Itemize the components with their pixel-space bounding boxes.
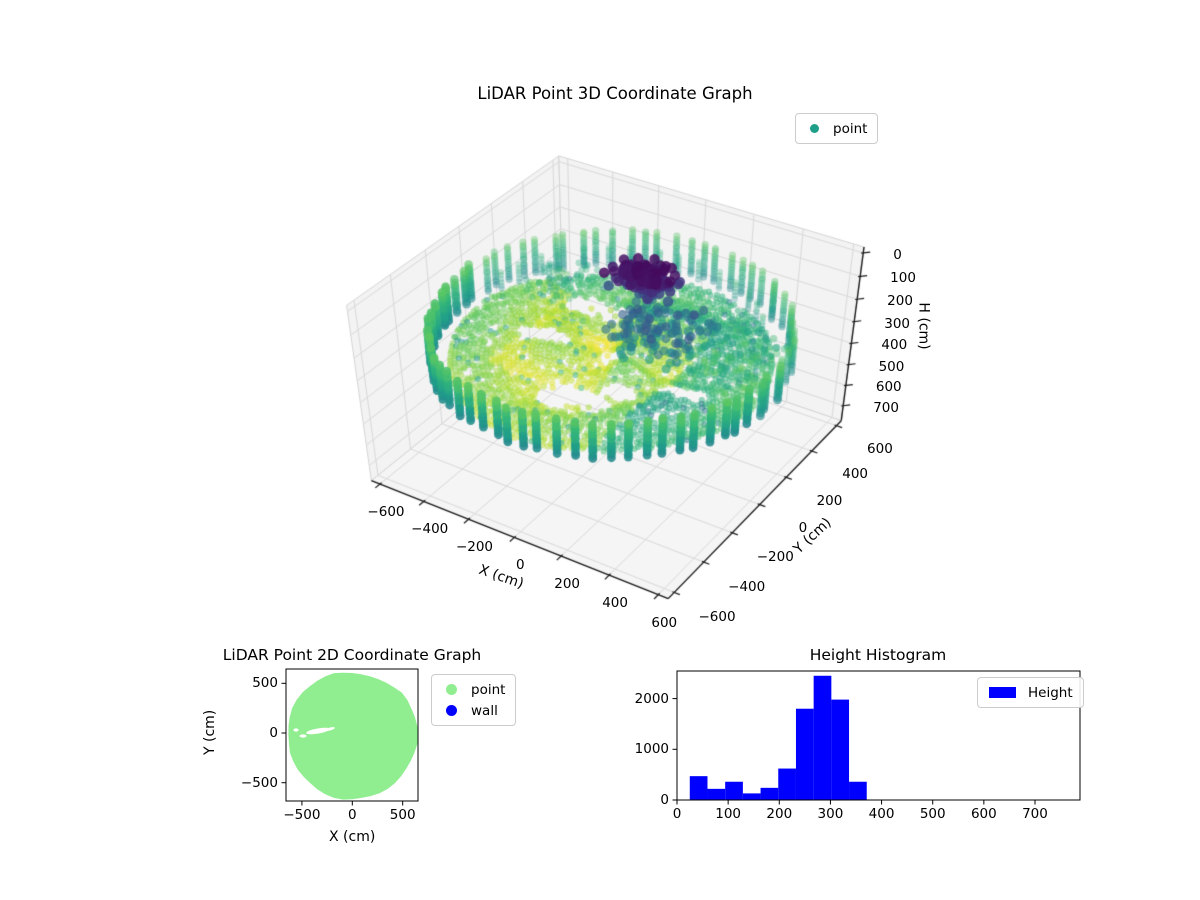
point-marker-icon xyxy=(446,684,457,695)
point-disc xyxy=(288,672,418,800)
hist-y-tick-label: 0 xyxy=(660,792,669,808)
plot3d-x-tick-label: −600 xyxy=(367,504,405,521)
hist-bar xyxy=(707,788,726,800)
hist-x-tick-label: 200 xyxy=(766,806,793,822)
legend-row: point xyxy=(441,679,505,700)
plot3d-y-tick-label: 600 xyxy=(867,440,893,457)
plot3d-y-tick-label: 400 xyxy=(842,466,869,483)
scan-gap xyxy=(299,734,307,738)
hist-x-tick-label: 0 xyxy=(672,806,682,822)
legend-label: Height xyxy=(1028,684,1073,701)
hist-bar xyxy=(725,781,743,800)
plot3d-x-tick-label: 200 xyxy=(554,576,581,593)
hist-y-tick-label: 1000 xyxy=(634,741,669,758)
hist-x-tick-label: 400 xyxy=(868,806,895,822)
plot2d-title: LiDAR Point 2D Coordinate Graph xyxy=(222,646,482,664)
wall-marker-icon xyxy=(446,705,457,716)
hist-x-tick-label: 500 xyxy=(919,806,946,822)
hist-x-tick-label: 100 xyxy=(715,806,742,822)
plot3d-y-tick-label: −400 xyxy=(728,578,766,595)
plot3d-y-tick-label: −600 xyxy=(698,609,736,626)
hist-legend: Height xyxy=(977,677,1084,708)
plot3d-x-tick-label: 0 xyxy=(515,557,525,574)
plot2d-xaxis-label: X (cm) xyxy=(329,829,376,845)
plot2d-x-tick-label: 500 xyxy=(389,807,416,823)
legend-label: point xyxy=(833,120,868,137)
plot3d-x-tick-label: 600 xyxy=(651,614,678,631)
point-marker-icon xyxy=(810,124,819,133)
height-swatch-icon xyxy=(989,687,1016,698)
plot2d-y-tick-label: −500 xyxy=(240,774,278,791)
plot3d-y-tick-label: 200 xyxy=(816,492,843,509)
plot3d-h-tick-label: 400 xyxy=(881,337,908,354)
plot3d-title: LiDAR Point 3D Coordinate Graph xyxy=(477,84,753,103)
hist-frame xyxy=(676,670,1081,801)
hist-bar xyxy=(795,708,814,800)
hist-x-tick-label: 300 xyxy=(817,806,844,822)
legend-label: point xyxy=(471,681,506,698)
hist-y-tick-label: 2000 xyxy=(634,690,669,707)
hist-bar xyxy=(689,776,708,800)
plot3d-h-tick-label: 700 xyxy=(873,399,899,416)
hist-bar xyxy=(778,768,796,800)
plot2d-yaxis-label: Y (cm) xyxy=(202,709,218,755)
plot3d-x-tick-label: −400 xyxy=(411,521,449,538)
plot3d-h-tick-label: 0 xyxy=(893,246,902,263)
hist-title: Height Histogram xyxy=(809,646,947,664)
scan-gap xyxy=(293,728,299,732)
hist-bar xyxy=(742,793,761,800)
legend-row: Height xyxy=(987,682,1073,703)
plot3d-y-tick-label: −200 xyxy=(756,548,794,565)
scan-gap xyxy=(306,727,330,735)
plot2d-y-tick-label: 0 xyxy=(269,725,278,741)
plot3d-h-tick-label: 500 xyxy=(878,358,905,375)
plot3d-x-tick-label: 400 xyxy=(602,595,628,612)
legend-label: wall xyxy=(471,702,498,719)
plot3d-h-tick-label: 100 xyxy=(890,270,916,287)
plot2d-x-tick-label: 0 xyxy=(348,807,357,823)
hist-bar xyxy=(813,675,832,800)
hist-x-tick-label: 700 xyxy=(1022,806,1048,822)
plot3d-h-tick-label: 300 xyxy=(884,315,911,332)
hist-x-tick-label: 600 xyxy=(970,806,997,822)
plot2d-legend: point wall xyxy=(431,674,517,726)
legend-row: wall xyxy=(441,700,505,721)
plot2d-x-tick-label: −500 xyxy=(283,807,321,823)
plot3d-haxis-label: H (cm) xyxy=(915,302,932,350)
hist-bar xyxy=(831,699,850,800)
plot3d-x-tick-label: −200 xyxy=(455,539,494,556)
plot2d-y-tick-label: 500 xyxy=(252,675,278,692)
legend-row: point xyxy=(805,118,867,139)
hist-bar xyxy=(760,787,779,800)
scan-gap xyxy=(325,727,335,731)
plot3d-h-tick-label: 200 xyxy=(887,293,913,310)
plot3d-legend: point xyxy=(795,113,879,144)
plot3d-h-tick-label: 600 xyxy=(875,379,902,396)
plot3d-y-tick-label: 0 xyxy=(798,520,808,537)
hist-bar xyxy=(849,781,867,800)
